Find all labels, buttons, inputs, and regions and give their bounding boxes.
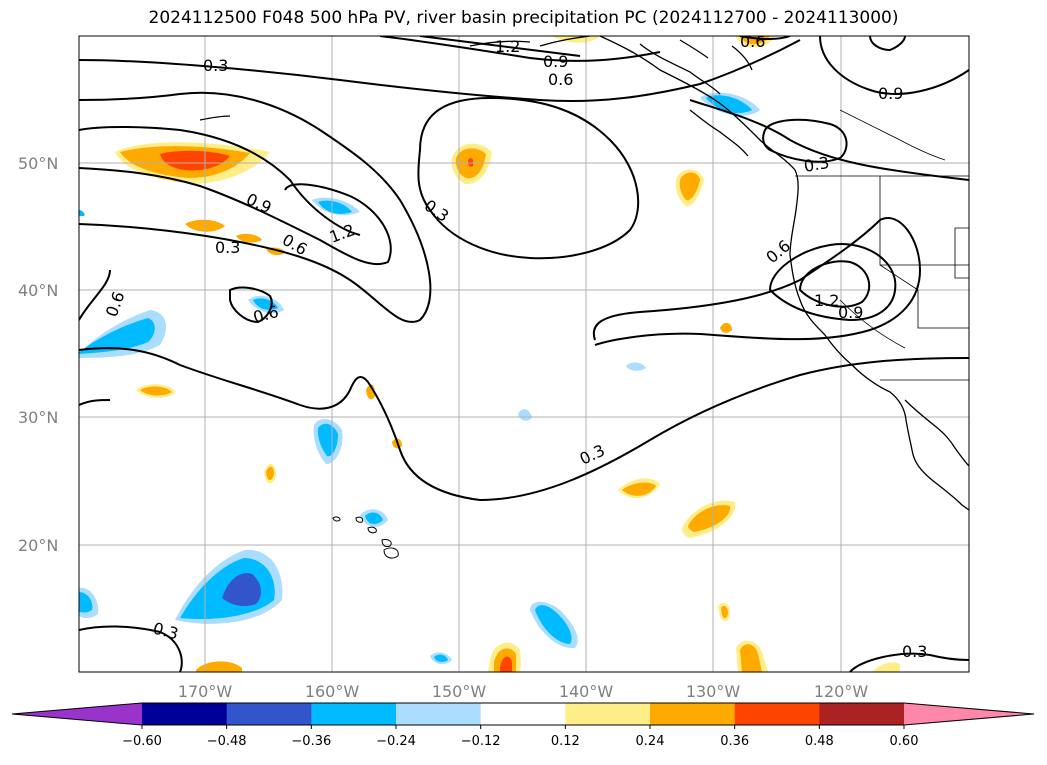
colorbar: −0.60 −0.48 −0.36 −0.24 −0.12 0.12 0.24 0.36 0.4…	[11, 702, 1035, 749]
contour-label: 0.9	[543, 52, 568, 71]
lon-label: 170°W	[178, 682, 233, 701]
lon-label: 160°W	[305, 682, 360, 701]
colorbar-tick-label: 0.12	[551, 734, 580, 749]
contour-label: 1.2	[495, 37, 520, 56]
colorbar-segment	[311, 703, 397, 725]
colorbar-tick-label: 0.24	[636, 734, 665, 749]
contour-labels: 0.3 1.2 0.9 0.6 0.6 0.9 0.9 0.3 0.3 0.6 …	[102, 32, 928, 661]
contour-label: 0.3	[421, 196, 453, 226]
hawaii-islands	[332, 516, 399, 559]
contour-label: 1.2	[327, 220, 357, 247]
colorbar-segment	[734, 703, 820, 725]
contour-label: 0.6	[548, 70, 573, 89]
contour-label: 0.6	[740, 32, 765, 51]
contour-label: 0.3	[203, 56, 228, 75]
lat-label: 30°N	[18, 408, 58, 427]
pv-contours	[79, 36, 969, 672]
political-borders	[795, 109, 969, 381]
colorbar-segment	[819, 703, 905, 725]
lat-label: 20°N	[18, 536, 58, 555]
lon-label: 140°W	[559, 682, 614, 701]
contour-label: 0.3	[577, 441, 608, 469]
map-frame	[78, 35, 970, 673]
colorbar-tick-label: −0.60	[122, 734, 162, 749]
precipitation-shading	[79, 36, 900, 672]
colorbar-extend-high	[904, 703, 1034, 725]
contour-label: 0.6	[279, 230, 311, 259]
contour-label: 0.3	[215, 238, 240, 257]
latitude-labels: 50°N 40°N 30°N 20°N	[18, 154, 58, 555]
colorbar-segment	[650, 703, 736, 725]
lat-label: 50°N	[18, 154, 58, 173]
colorbar-extend-low	[12, 703, 142, 725]
colorbar-tick-label: 0.36	[720, 734, 749, 749]
colorbar-segment	[226, 703, 312, 725]
map-title: 2024112500 F048 500 hPa PV, river basin …	[148, 8, 899, 28]
colorbar-segment	[480, 703, 566, 725]
contour-label: 0.9	[838, 303, 863, 322]
lon-label: 120°W	[814, 682, 869, 701]
contour-label: 0.9	[878, 84, 903, 103]
contour-label: 0.3	[151, 619, 181, 644]
colorbar-tick-label: −0.12	[461, 734, 501, 749]
lon-label: 130°W	[686, 682, 741, 701]
colorbar-tick-label: −0.36	[291, 734, 331, 749]
colorbar-tick-label: −0.24	[376, 734, 416, 749]
colorbar-segment	[142, 703, 228, 725]
contour-label: 0.6	[102, 289, 129, 319]
colorbar-tick-label: 0.48	[805, 734, 834, 749]
contour-label: 0.3	[802, 153, 830, 176]
contour-label: 0.3	[902, 642, 927, 661]
colorbar-tick-label: 0.60	[890, 734, 919, 749]
colorbar-segment	[565, 703, 651, 725]
colorbar-segment	[396, 703, 482, 725]
lat-label: 40°N	[18, 281, 58, 300]
colorbar-tick-label: −0.48	[207, 734, 247, 749]
lon-label: 150°W	[432, 682, 487, 701]
contour-label: 1.2	[814, 291, 839, 310]
contour-label: 0.9	[243, 189, 274, 217]
longitude-labels: 170°W 160°W 150°W 140°W 130°W 120°W	[178, 682, 869, 701]
